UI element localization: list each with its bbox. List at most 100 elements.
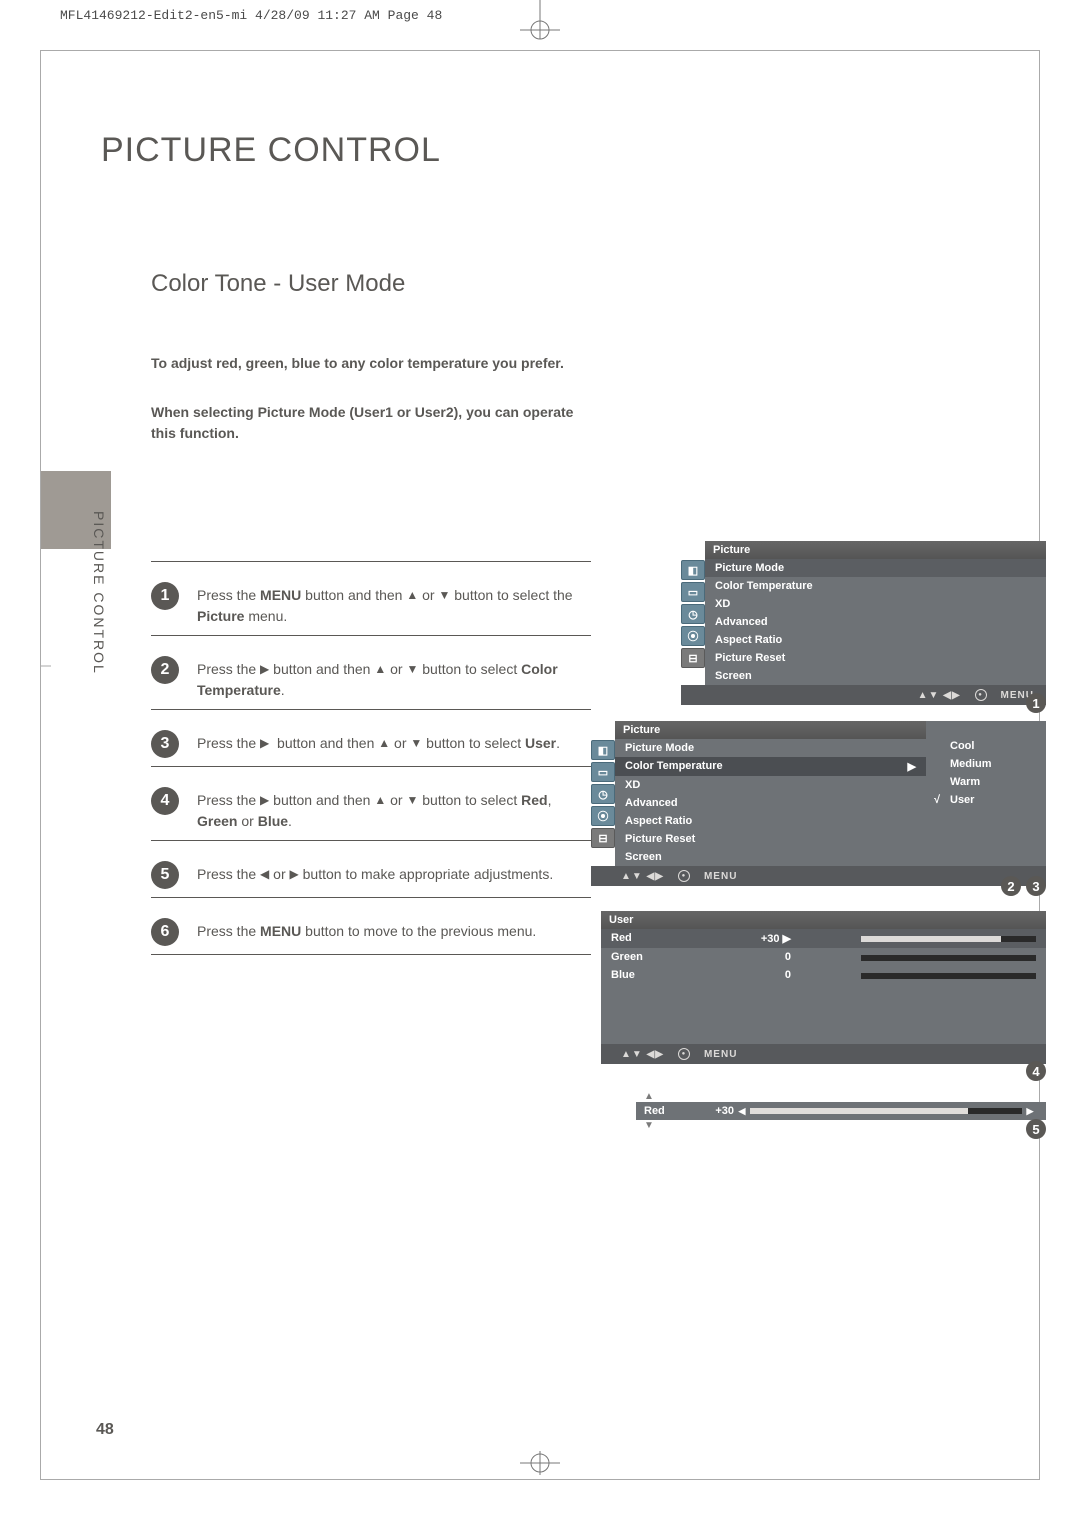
osd3-row: Red +30 ▶ (601, 929, 1046, 948)
ref-3: 3 (1026, 876, 1046, 896)
steps-rule-bottom (151, 954, 591, 955)
ref-2: 2 (1001, 876, 1021, 896)
user-row-bar (861, 973, 1036, 979)
step-num: 6 (151, 918, 179, 946)
step-1: 1Press the MENU button and then ▲ or ▼ b… (151, 582, 591, 627)
user-row-label: Blue (611, 969, 671, 981)
osd2-sub-item: √User (926, 791, 1046, 809)
osd1-nav: ▲▼ ◀▶ ● MENU (681, 685, 1046, 705)
picture-icon: ◧ (591, 740, 615, 760)
picture-icon: ◧ (681, 560, 705, 580)
ok-icon: ● (678, 1048, 690, 1060)
nav-arrows: ▲▼ ◀▶ (918, 690, 961, 701)
page-frame: PICTURE CONTROL Color Tone - User Mode T… (40, 50, 1040, 1480)
osd3-row: Green 0 (601, 948, 1046, 966)
osd1-item: Aspect Ratio (705, 631, 1046, 649)
nav-arrows: ▲▼ ◀▶ (621, 871, 664, 882)
file-meta: MFL41469212-Edit2-en5-mi 4/28/09 11:27 A… (60, 8, 442, 23)
step-text: Press the ▶ button and then ▲ or ▼ butto… (197, 656, 591, 701)
audio-icon: ▭ (591, 762, 615, 782)
osd3-nav: ▲▼ ◀▶ ● MENU (601, 1044, 1046, 1064)
slider-left-icon: ◀ (734, 1106, 750, 1117)
side-label: PICTURE CONTROL (91, 511, 107, 675)
user-row-label: Green (611, 951, 671, 963)
timer-icon: ◷ (591, 784, 615, 804)
osd2-submenu: CoolMediumWarm√User (926, 721, 1046, 866)
step-2: 2 Press the ▶ button and then ▲ or ▼ butt… (151, 656, 591, 701)
osd3-title: User (601, 911, 1046, 929)
osd-icon-col: ◧ ▭ ◷ ⦿ ⊟ (681, 541, 705, 685)
osd2-item: Screen (615, 848, 926, 866)
osd1-title: Picture (705, 541, 1046, 559)
osd1-item: Advanced (705, 613, 1046, 631)
ok-icon: ● (975, 689, 987, 701)
osd2-item: Picture Reset (615, 830, 926, 848)
osd2-item: XD (615, 776, 926, 794)
crop-mark-top (510, 0, 570, 40)
page-number: 48 (96, 1421, 114, 1439)
osd2-item: Advanced (615, 794, 926, 812)
intro-p1: To adjust red, green, blue to any color … (151, 353, 581, 374)
slider-label: Red (644, 1105, 694, 1117)
osd1-item: Picture Reset (705, 649, 1046, 667)
user-row-value: 0 (741, 951, 791, 963)
osd2-items: Picture Picture ModeColor Temperature▶XD… (615, 721, 926, 866)
step-divider (151, 897, 591, 898)
slider-track (750, 1108, 1022, 1114)
user-row-value: +30 ▶ (741, 932, 791, 945)
osd2-item: Color Temperature▶ (615, 757, 926, 776)
nav-menu: MENU (704, 871, 737, 882)
nav-arrows: ▲▼ ◀▶ (621, 1049, 664, 1060)
ok-icon: ● (678, 870, 690, 882)
osd1-item: Color Temperature (705, 577, 1046, 595)
osd3-row: Blue 0 (601, 966, 1046, 984)
osd1-item: XD (705, 595, 1046, 613)
option-icon: ⦿ (681, 626, 705, 646)
slider-row: Red +30 ◀ ▶ (636, 1102, 1046, 1120)
intro-p2: When selecting Picture Mode (User1 or Us… (151, 402, 581, 444)
audio-icon: ▭ (681, 582, 705, 602)
osd1-item: Picture Mode (705, 559, 1046, 577)
osd1-items: Picture Picture ModeColor TemperatureXDA… (705, 541, 1046, 685)
osd-menu-1: ◧ ▭ ◷ ⦿ ⊟ Picture Picture ModeColor Temp… (681, 541, 1046, 705)
slider-strip: ▲ Red +30 ◀ ▶ ▼ (636, 1091, 1046, 1131)
user-row-label: Red (611, 932, 671, 945)
step-divider (151, 766, 591, 767)
step-divider (151, 635, 591, 636)
osd2-title: Picture (615, 721, 926, 739)
ref-5: 5 (1026, 1119, 1046, 1139)
step-3: 3 Press the ▶ button and then ▲ or ▼ butt… (151, 730, 591, 758)
step-divider (151, 840, 591, 841)
osd2-item: Aspect Ratio (615, 812, 926, 830)
option-icon: ⦿ (591, 806, 615, 826)
osd2-sub-item: Warm (926, 773, 1046, 791)
osd1-item: Screen (705, 667, 1046, 685)
step-num: 5 (151, 861, 179, 889)
slider-right-icon: ▶ (1022, 1106, 1038, 1117)
step-6: 6 Press the MENU button to move to the pr… (151, 918, 591, 946)
step-5: 5Press the ◀ or ▶ button to make appropr… (151, 861, 591, 889)
step-text: Press the MENU button to move to the pre… (197, 918, 536, 946)
ref-4: 4 (1026, 1061, 1046, 1081)
slider-up-icon: ▲ (636, 1091, 1046, 1102)
osd2-nav: ▲▼ ◀▶ ● MENU (591, 866, 1046, 886)
step-num: 1 (151, 582, 179, 610)
lock-icon: ⊟ (591, 828, 615, 848)
lock-icon: ⊟ (681, 648, 705, 668)
user-row-value: 0 (741, 969, 791, 981)
slider-value: +30 (694, 1105, 734, 1117)
osd3-items: User Red +30 ▶ Green 0 Blue 0 (601, 911, 1046, 1044)
steps-list: 1Press the MENU button and then ▲ or ▼ b… (151, 561, 591, 975)
ref-1: 1 (1026, 693, 1046, 713)
osd-menu-3: User Red +30 ▶ Green 0 Blue 0 ▲▼ ◀▶ ● MENU (601, 911, 1046, 1064)
intro-text: To adjust red, green, blue to any color … (151, 353, 581, 444)
step-num: 3 (151, 730, 179, 758)
page-title: PICTURE CONTROL (101, 131, 1039, 170)
section-title: Color Tone - User Mode (151, 270, 1039, 298)
osd2-item: Picture Mode (615, 739, 926, 757)
nav-menu: MENU (704, 1049, 737, 1060)
slider-down-icon: ▼ (636, 1120, 1046, 1131)
step-divider (151, 709, 591, 710)
step-text: Press the ▶ button and then ▲ or ▼ butto… (197, 730, 560, 758)
step-num: 2 (151, 656, 179, 684)
